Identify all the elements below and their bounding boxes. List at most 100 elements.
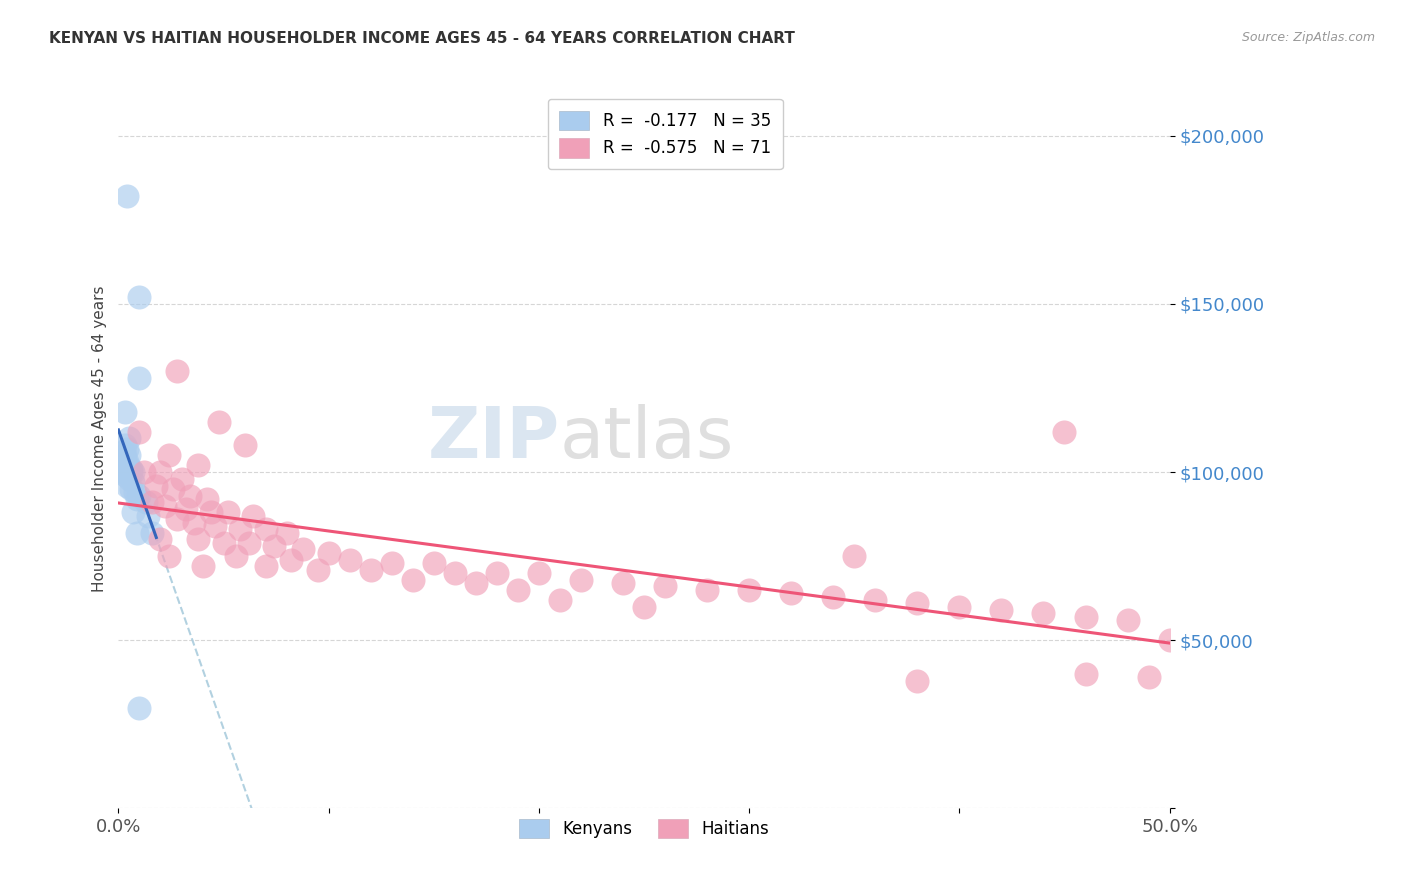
Point [124, 485, 146, 500]
Point [122, 465, 145, 479]
Point [166, 512, 188, 526]
Text: KENYAN VS HAITIAN HOUSEHOLDER INCOME AGES 45 - 64 YEARS CORRELATION CHART: KENYAN VS HAITIAN HOUSEHOLDER INCOME AGE… [49, 31, 794, 46]
Point [127, 525, 149, 540]
Point [128, 290, 150, 304]
Text: atlas: atlas [560, 404, 734, 473]
Point [162, 482, 184, 496]
Point [141, 525, 163, 540]
Point [179, 489, 201, 503]
Point [208, 415, 231, 429]
Point [128, 371, 150, 385]
Point [443, 566, 465, 580]
Point [114, 451, 136, 466]
Point [115, 455, 138, 469]
Point [948, 599, 970, 614]
Point [242, 508, 264, 523]
Point [145, 478, 167, 492]
Point [823, 590, 845, 604]
Point [844, 549, 866, 564]
Point [122, 506, 145, 520]
Point [115, 442, 138, 456]
Point [132, 465, 155, 479]
Point [141, 495, 163, 509]
Point [280, 552, 302, 566]
Point [120, 465, 142, 479]
Point [118, 472, 141, 486]
Point [187, 458, 209, 473]
Point [1053, 425, 1076, 439]
Point [464, 576, 486, 591]
Point [548, 593, 571, 607]
Point [360, 563, 382, 577]
Text: Source: ZipAtlas.com: Source: ZipAtlas.com [1241, 31, 1375, 45]
Point [183, 516, 205, 530]
Point [114, 404, 136, 418]
Point [990, 603, 1012, 617]
Point [307, 563, 329, 577]
Point [120, 482, 142, 496]
Point [149, 533, 172, 547]
Point [569, 573, 592, 587]
Point [157, 549, 180, 564]
Point [120, 462, 142, 476]
Point [114, 438, 136, 452]
Point [633, 599, 655, 614]
Point [115, 189, 138, 203]
Point [738, 582, 761, 597]
Point [233, 438, 256, 452]
Point [118, 448, 141, 462]
Point [200, 506, 222, 520]
Point [238, 535, 260, 549]
Point [149, 465, 172, 479]
Point [485, 566, 508, 580]
Point [254, 522, 277, 536]
Point [402, 573, 425, 587]
Point [212, 535, 235, 549]
Point [527, 566, 550, 580]
Legend: Kenyans, Haitians: Kenyans, Haitians [513, 812, 775, 845]
Point [111, 465, 134, 479]
Point [612, 576, 634, 591]
Point [254, 559, 277, 574]
Point [157, 448, 180, 462]
Point [114, 448, 136, 462]
Point [229, 522, 252, 536]
Point [174, 502, 197, 516]
Point [128, 425, 150, 439]
Point [111, 458, 134, 473]
Point [170, 472, 193, 486]
Point [114, 462, 136, 476]
Point [191, 559, 214, 574]
Point [905, 596, 928, 610]
Point [217, 506, 239, 520]
Point [111, 445, 134, 459]
Point [118, 432, 141, 446]
Point [195, 491, 218, 506]
Point [187, 533, 209, 547]
Point [276, 525, 298, 540]
Point [122, 475, 145, 490]
Point [1032, 607, 1054, 621]
Point [204, 519, 226, 533]
Point [127, 491, 149, 506]
Point [1074, 667, 1097, 681]
Point [114, 468, 136, 483]
Point [318, 546, 340, 560]
Point [339, 552, 361, 566]
Text: ZIP: ZIP [427, 404, 560, 473]
Point [153, 499, 176, 513]
Point [905, 673, 928, 688]
Point [381, 556, 404, 570]
Point [135, 495, 157, 509]
Point [292, 542, 315, 557]
Point [780, 586, 803, 600]
Point [128, 700, 150, 714]
Point [423, 556, 446, 570]
Point [1074, 609, 1097, 624]
Point [115, 478, 138, 492]
Point [1137, 670, 1160, 684]
Y-axis label: Householder Income Ages 45 - 64 years: Householder Income Ages 45 - 64 years [93, 285, 107, 591]
Point [696, 582, 718, 597]
Point [1159, 633, 1181, 648]
Point [128, 489, 150, 503]
